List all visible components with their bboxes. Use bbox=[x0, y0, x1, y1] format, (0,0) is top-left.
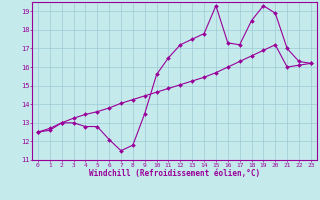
X-axis label: Windchill (Refroidissement éolien,°C): Windchill (Refroidissement éolien,°C) bbox=[89, 169, 260, 178]
